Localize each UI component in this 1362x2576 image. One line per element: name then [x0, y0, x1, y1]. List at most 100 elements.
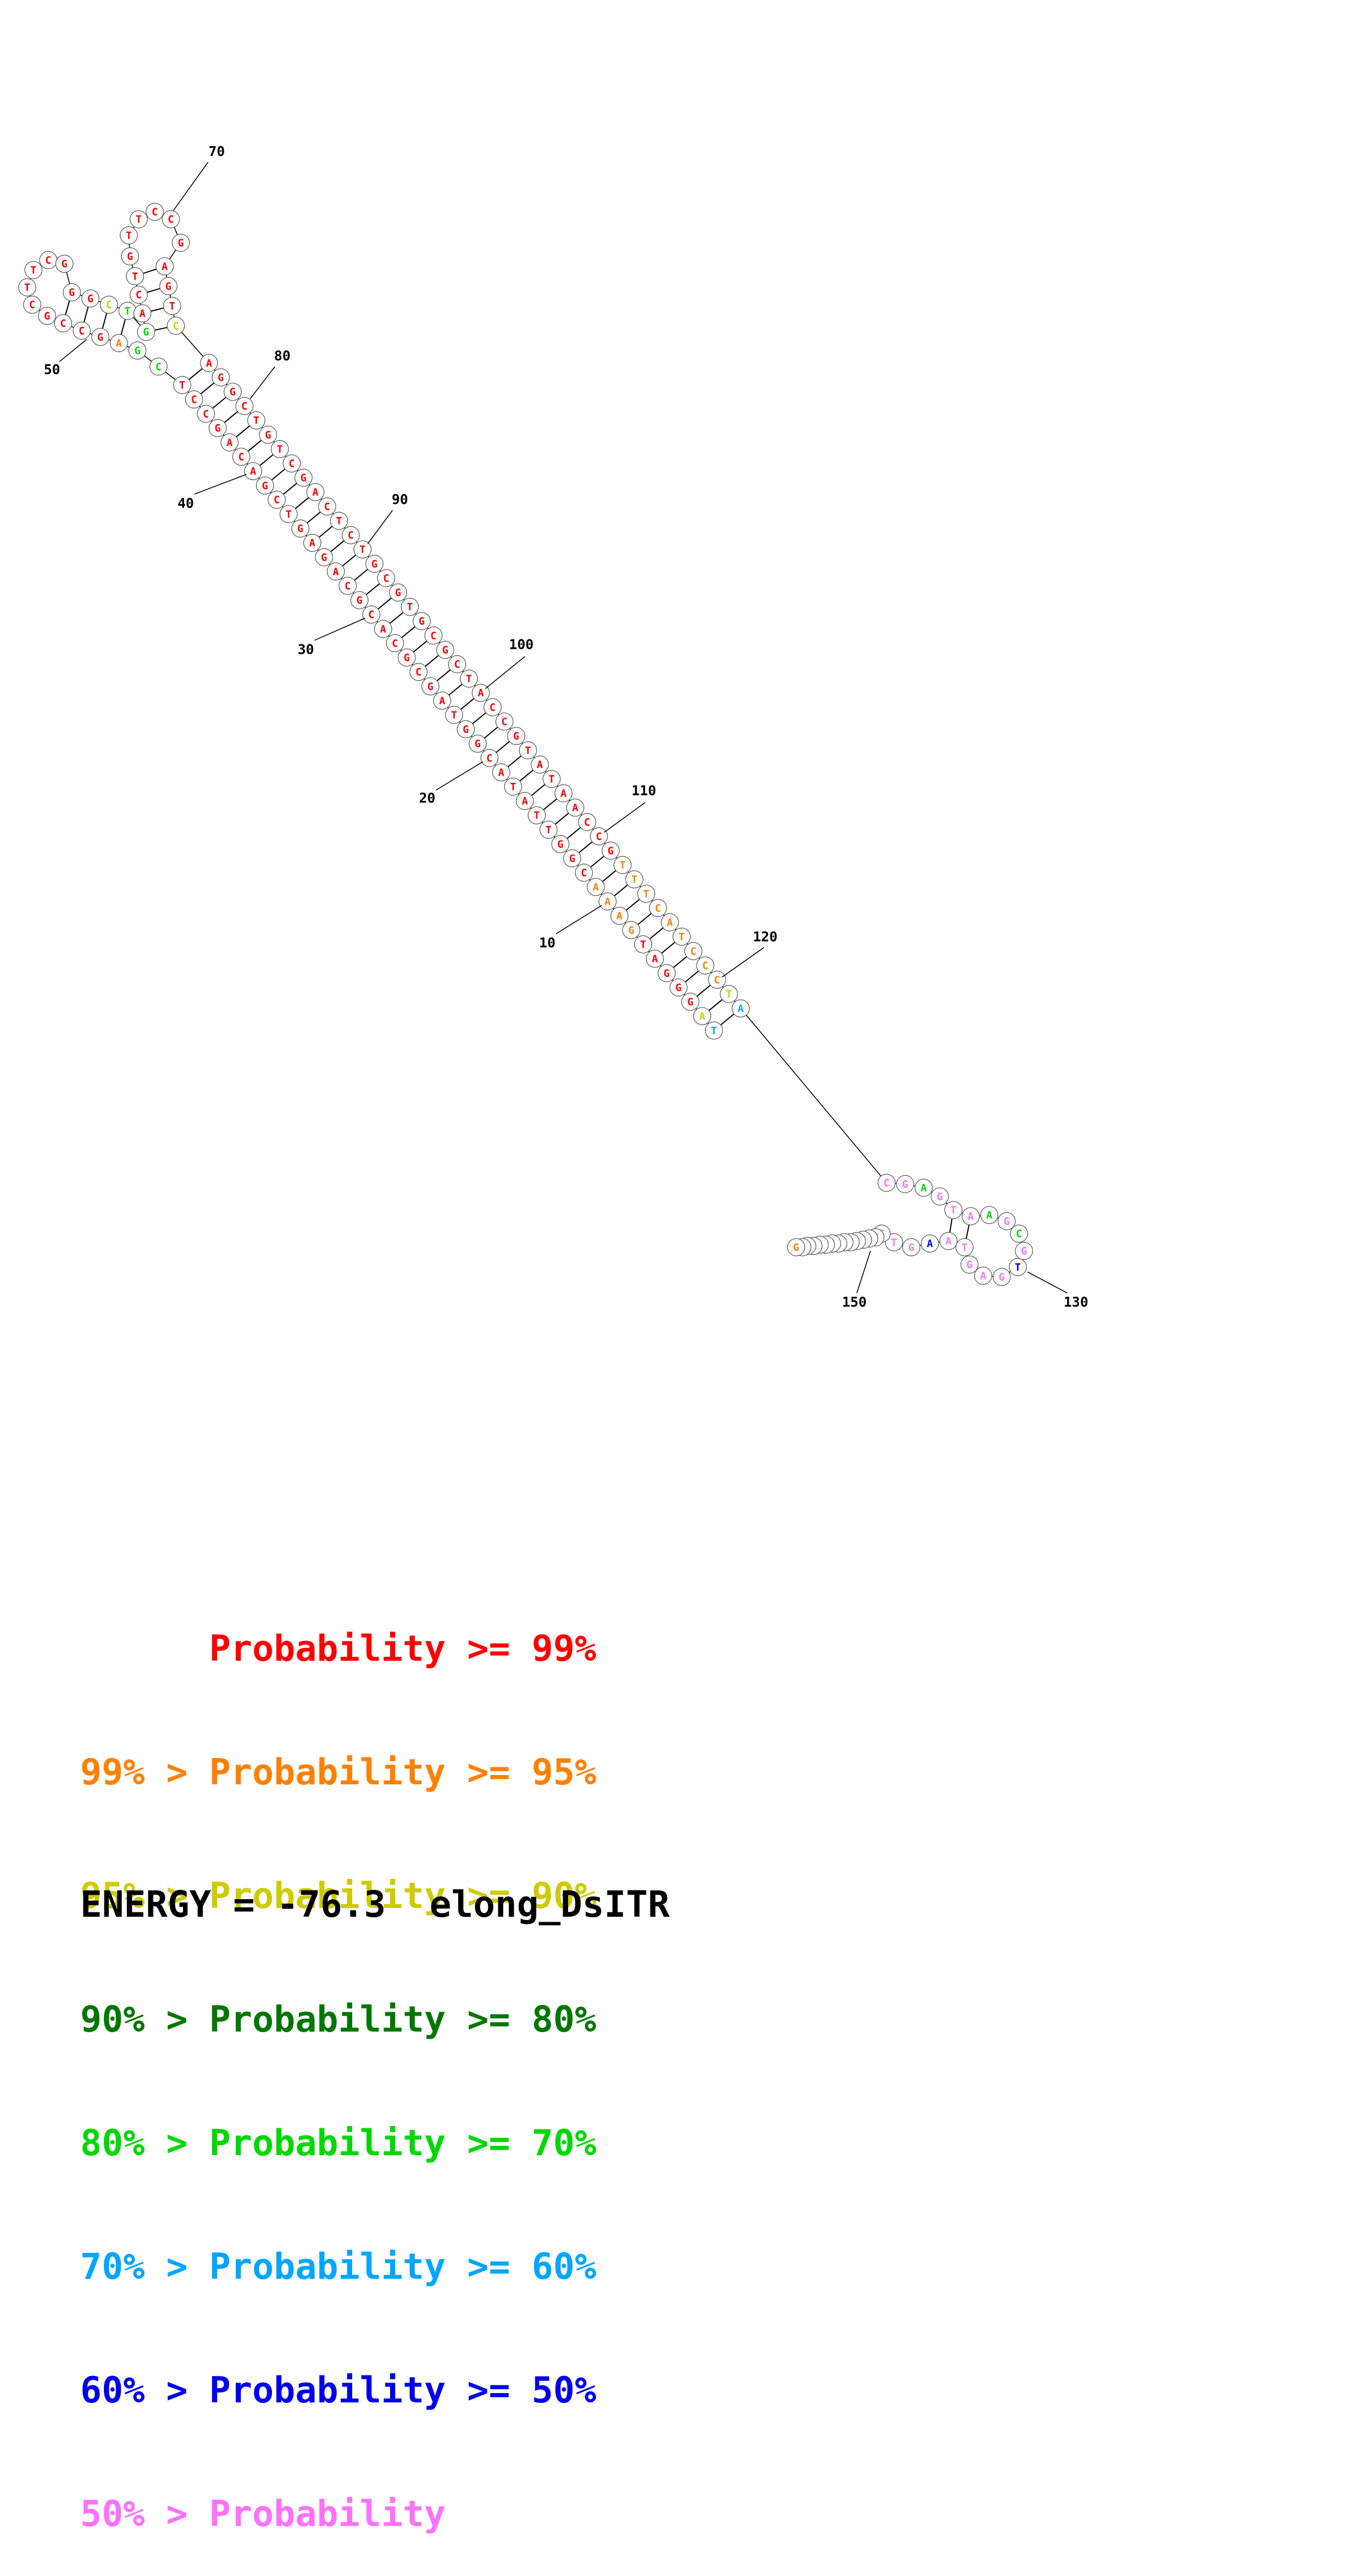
nucleotide-letter: A	[380, 624, 386, 635]
nucleotide-circle	[244, 462, 263, 481]
nucleotide-letter: C	[241, 401, 247, 413]
nucleotide-letter: A	[498, 767, 504, 778]
legend-line: 95% > Probability >= 90%	[80, 1876, 597, 1917]
label-leader-line	[856, 1250, 871, 1293]
nucleotide-letter: A	[652, 954, 658, 965]
nucleotide-circle	[128, 341, 147, 360]
nucleotide-circle	[282, 454, 301, 473]
nucleotide-circle	[877, 1173, 896, 1192]
nucleotide-letter: A	[738, 1003, 744, 1015]
nucleotide-letter: A	[522, 796, 528, 808]
nucleotide-letter: G	[218, 372, 224, 383]
position-label: 20	[419, 790, 436, 806]
nucleotide-letter: G	[69, 287, 75, 299]
nucleotide-letter: A	[206, 358, 212, 369]
nucleotide-letter: A	[537, 759, 543, 771]
nucleotide-letter: T	[407, 602, 413, 613]
nucleotide-letter: G	[265, 430, 271, 441]
nucleotide-letter: G	[608, 845, 614, 857]
nucleotide-circle	[657, 964, 676, 982]
nucleotide-circle	[130, 210, 148, 229]
nucleotide-circle	[55, 254, 74, 273]
nucleotide-circle	[602, 841, 620, 860]
nucleotide-circle	[542, 770, 561, 788]
nucleotide-circle	[220, 433, 239, 452]
nucleotide-circle	[531, 755, 549, 774]
nucleotide-circle	[212, 368, 230, 387]
nucleotide-circle	[197, 404, 215, 423]
nucleotide-letter: G	[297, 524, 303, 535]
nucleotide-circle	[527, 806, 546, 825]
nucleotide-letter: C	[173, 320, 179, 332]
legend-line: 90% > Probability >= 80%	[80, 1999, 597, 2040]
nucleotide-letter: T	[125, 305, 131, 317]
nucleotide-circle	[185, 390, 203, 409]
nucleotide-circle	[315, 548, 333, 566]
nucleotide-circle	[563, 849, 581, 867]
nucleotide-letter: A	[478, 688, 484, 699]
nucleotide-circle	[318, 497, 336, 516]
legend-line: 80% > Probability >= 70%	[80, 2123, 597, 2164]
nucleotide-letter: C	[106, 299, 112, 311]
nucleotide-letter: C	[502, 716, 508, 728]
nucleotide-letter: C	[490, 702, 496, 714]
nucleotide-circle	[18, 278, 36, 297]
label-leader-line	[721, 947, 764, 978]
nucleotide-circle	[566, 798, 585, 817]
nucleotide-circle	[696, 956, 715, 975]
nucleotide-letter: C	[581, 867, 587, 879]
label-leader-line	[173, 162, 209, 211]
nucleotide-circle	[99, 296, 118, 314]
label-leader-line	[555, 905, 602, 934]
nucleotide-circle	[681, 993, 699, 1011]
nucleotide-circle	[554, 784, 573, 803]
nucleotide-letter: T	[620, 860, 626, 871]
nucleotide-letter: G	[301, 472, 307, 484]
nucleotide-circle	[539, 820, 558, 839]
nucleotide-letter: G	[321, 552, 327, 564]
nucleotide-letter: T	[643, 888, 649, 900]
nucleotide-circle	[448, 655, 466, 674]
nucleotide-letter: T	[640, 939, 646, 951]
nucleotide-letter: G	[902, 1179, 908, 1190]
nucleotide-circle	[130, 286, 148, 304]
nucleotide-circle	[149, 357, 168, 376]
nucleotide-letter: G	[87, 293, 93, 305]
nucleotide-circle	[126, 267, 144, 286]
nucleotide-letter: C	[883, 1178, 890, 1189]
nucleotide-letter: T	[548, 774, 554, 785]
nucleotide-letter: T	[336, 516, 342, 527]
nucleotide-circle	[684, 942, 703, 960]
nucleotide-letter: C	[348, 530, 354, 542]
nucleotide-letter: T	[132, 271, 138, 282]
nucleotide-circle	[445, 705, 463, 724]
nucleotide-letter: T	[30, 265, 36, 276]
nucleotide-letter: T	[169, 301, 175, 312]
nucleotide-letter: T	[24, 282, 30, 294]
nucleotide-letter: T	[533, 810, 540, 822]
energy-label: ENERGY = -76.3 elong_DsITR	[80, 1883, 670, 1926]
label-leader-line	[314, 617, 366, 641]
nucleotide-letter: G	[628, 925, 634, 936]
nucleotide-circle	[162, 210, 180, 229]
nucleotide-letter: G	[675, 982, 681, 994]
nucleotide-letter: T	[631, 874, 637, 886]
nucleotide-circle	[350, 591, 369, 609]
nucleotide-circle	[279, 505, 298, 524]
nucleotide-circle	[980, 1206, 999, 1225]
nucleotide-circle	[374, 620, 392, 638]
nucleotide-letter: A	[572, 803, 578, 814]
nucleotide-circle	[944, 1201, 963, 1220]
nucleotide-circle	[634, 935, 652, 954]
nucleotide-letter: C	[714, 975, 720, 986]
nucleotide-circle	[23, 296, 41, 314]
nucleotide-letter: T	[961, 1242, 968, 1254]
nucleotide-circle	[720, 985, 738, 1003]
position-label: 90	[392, 492, 408, 508]
label-leader-line	[194, 474, 247, 495]
nucleotide-circle	[397, 648, 416, 667]
nucleotide-letter: G	[937, 1191, 943, 1203]
nucleotide-letter: C	[702, 960, 708, 972]
nucleotide-letter: C	[324, 501, 330, 513]
position-label: 50	[44, 361, 60, 377]
